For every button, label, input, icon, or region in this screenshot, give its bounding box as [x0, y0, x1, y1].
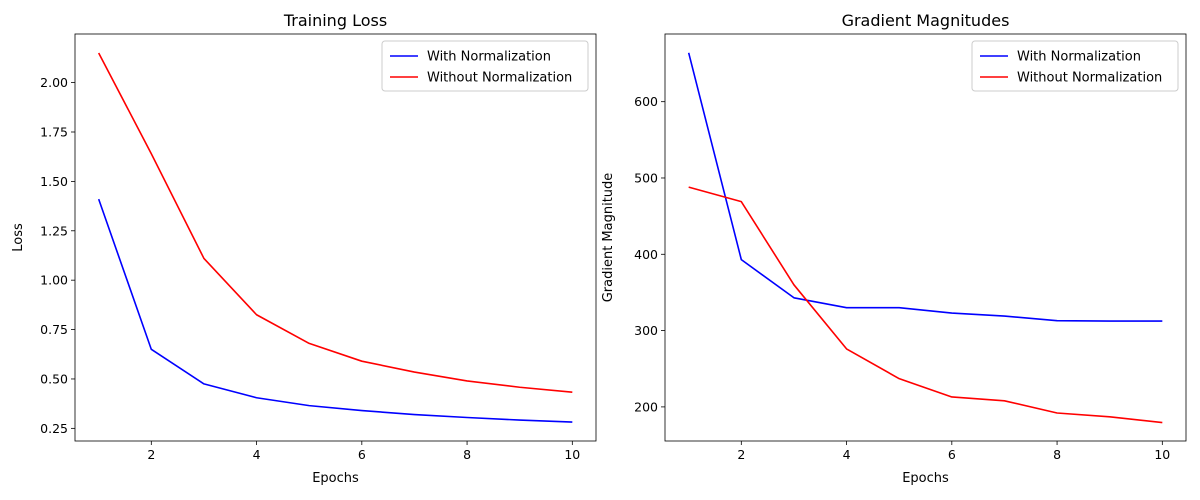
legend-label: With Normalization: [1017, 50, 1141, 65]
y-tick-label: 1.75: [40, 124, 68, 139]
chart-title: Gradient Magnitudes: [842, 11, 1010, 30]
y-tick-label: 1.00: [40, 273, 68, 288]
chart-title: Training Loss: [283, 11, 387, 30]
x-tick-label: 4: [843, 447, 851, 462]
x-tick-label: 10: [1154, 447, 1170, 462]
y-tick-label: 0.75: [40, 322, 68, 337]
y-tick-label: 300: [634, 323, 658, 338]
y-axis-label: Loss: [11, 223, 26, 252]
x-axis-label: Epochs: [312, 471, 359, 486]
y-tick-label: 2.00: [40, 75, 68, 90]
training-loss-chart: Training Loss 2 4 6 8 10 0.25 0.50 0.75 1.00 1.25 1…: [11, 11, 597, 486]
y-tick-label: 0.25: [40, 421, 68, 436]
y-tick-label: 600: [634, 94, 658, 109]
x-tick-label: 8: [463, 447, 471, 462]
legend-box: [971, 40, 1179, 92]
legend-label: Without Normalization: [427, 71, 572, 86]
x-tick-label: 2: [147, 447, 155, 462]
y-tick-label: 1.25: [40, 223, 68, 238]
series-line-with-normalization: [97, 198, 573, 423]
x-tick-label: 6: [948, 447, 956, 462]
x-tick-label: 6: [358, 447, 366, 462]
y-tick-label: 1.50: [40, 174, 68, 189]
x-tick-label: 8: [1053, 447, 1061, 462]
series-line-with-normalization: [687, 52, 1163, 322]
y-tick-label: 0.50: [40, 371, 68, 386]
gradient-magnitudes-chart: Gradient Magnitudes 2 4 6 8 10 200 300 400 500 600…: [601, 11, 1187, 486]
legend-label: Without Normalization: [1017, 71, 1162, 86]
x-tick-label: 2: [737, 447, 745, 462]
x-tick-label: 10: [564, 447, 580, 462]
y-tick-label: 500: [634, 170, 658, 185]
plot-frame: [74, 33, 597, 442]
y-axis-label: Gradient Magnitude: [601, 173, 616, 303]
y-tick-label: 400: [634, 247, 658, 262]
x-tick-label: 4: [253, 447, 261, 462]
legend-label: With Normalization: [427, 50, 551, 65]
x-axis-label: Epochs: [902, 471, 949, 486]
series-line-without-normalization: [97, 52, 573, 393]
y-tick-label: 200: [634, 399, 658, 414]
series-line-without-normalization: [688, 186, 1163, 424]
plot-frame: [664, 33, 1187, 442]
legend-box: [381, 40, 589, 92]
